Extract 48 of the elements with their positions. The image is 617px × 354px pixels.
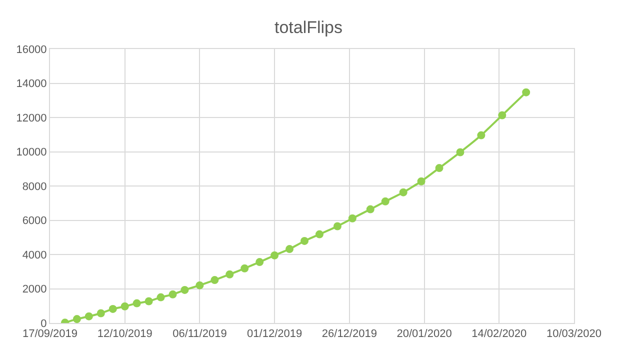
x-tick-label: 17/09/2019 [22, 328, 78, 340]
point [144, 297, 153, 306]
y-tick-label: 12000 [16, 112, 47, 124]
y-tick-label: 6000 [22, 215, 47, 228]
y-tick-label: 10000 [16, 146, 47, 159]
point [286, 245, 294, 254]
point [180, 286, 189, 294]
y-tick-label: 0 [40, 318, 47, 330]
point [315, 230, 324, 238]
y-tick-label: 16000 [16, 44, 47, 56]
point [348, 214, 356, 222]
point [270, 251, 279, 260]
x-tick-label: 12/10/2019 [97, 328, 152, 340]
point [240, 264, 249, 272]
point [210, 276, 219, 284]
point [226, 270, 234, 278]
x-tick-label: 20/01/2020 [396, 328, 452, 340]
x-tick-label: 26/12/2019 [322, 328, 377, 340]
point [108, 304, 117, 313]
y-tick-label: 14000 [16, 78, 47, 90]
point [333, 222, 342, 230]
x-tick-label: 14/02/2020 [472, 328, 527, 340]
x-tick-label: 10/03/2020 [546, 328, 602, 340]
point [300, 236, 309, 245]
point [84, 312, 93, 320]
point [435, 164, 444, 172]
point [168, 290, 177, 298]
point [72, 315, 81, 323]
point [120, 302, 129, 310]
point [156, 293, 165, 302]
point [399, 188, 408, 196]
point [477, 131, 486, 140]
y-tick-label: 4000 [22, 249, 47, 262]
x-tick-label: 06/11/2019 [172, 328, 227, 340]
point [498, 111, 506, 120]
point [456, 148, 464, 156]
point [196, 281, 204, 290]
point [366, 205, 374, 214]
chart-title: totalFlips [274, 18, 343, 38]
y-tick-label: 8000 [22, 180, 47, 193]
point [96, 309, 105, 318]
point [417, 177, 426, 186]
point [522, 88, 530, 96]
point [132, 299, 141, 308]
point [256, 258, 264, 266]
y-tick-label: 2000 [22, 284, 47, 296]
x-tick-label: 01/12/2019 [247, 328, 302, 340]
point [381, 197, 390, 206]
